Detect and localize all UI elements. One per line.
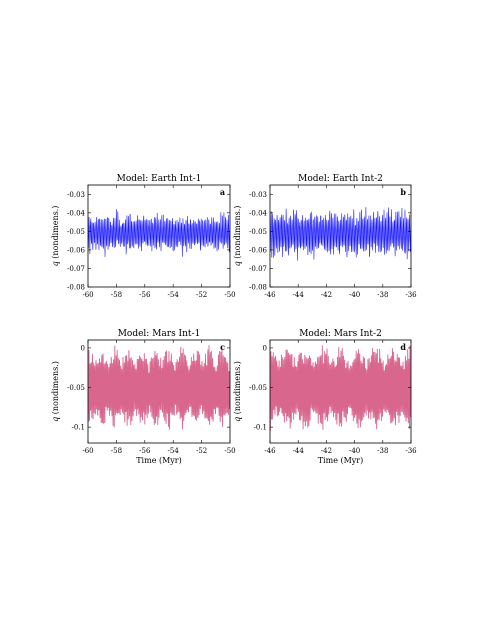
panel-a: -60 -58 -56 -54 -52 -50 -0.08 -0.07 -0.06 -0.05 -0… <box>51 174 236 299</box>
xtick-label: -56 <box>139 291 151 299</box>
xtick-label: -52 <box>196 291 207 299</box>
xtick-label: -40 <box>349 291 360 299</box>
xtick-label: -40 <box>349 447 360 455</box>
ytick-label: -0.07 <box>67 265 85 273</box>
y-axis-symbol: q <box>233 259 242 267</box>
series-line-a <box>88 209 230 258</box>
xtick-label: -58 <box>111 447 122 455</box>
plot-frame-d <box>269 339 412 444</box>
ytick-label: -0.08 <box>67 284 85 292</box>
y-axis-unit: (nondimens.) <box>233 206 242 259</box>
ytick-label: -0.07 <box>249 265 267 273</box>
y-axis-label: q (nondimens.) <box>233 361 242 422</box>
ytick-label: -0.04 <box>249 209 267 217</box>
y-axis-label: q (nondimens.) <box>233 206 242 267</box>
xtick-label: -60 <box>82 291 93 299</box>
panel-letter: d <box>400 342 406 352</box>
y-axis-label: q (nondimens.) <box>51 206 60 267</box>
xtick-label: -42 <box>321 291 332 299</box>
xtick-label: -36 <box>405 447 417 455</box>
x-axis-label: Time (Myr) <box>136 456 182 465</box>
xtick-label: -46 <box>264 447 276 455</box>
y-axis-unit: (nondimens.) <box>51 361 60 414</box>
xtick-label: -58 <box>111 291 122 299</box>
y-axis-label: q (nondimens.) <box>51 361 60 422</box>
ytick-label: -0.05 <box>67 384 85 392</box>
panel-b: -46 -44 -42 -40 -38 -36 -0.08 -0.07 -0.06 -0.05 -0… <box>233 174 417 299</box>
series-line-b <box>270 207 411 261</box>
panel-letter: a <box>220 187 225 197</box>
ytick-label: -0.08 <box>249 284 267 292</box>
ytick-label: -0.04 <box>67 209 85 217</box>
x-axis-label: Time (Myr) <box>318 456 364 465</box>
series-line-d <box>270 345 411 432</box>
y-axis-symbol: q <box>233 414 242 422</box>
xtick-label: -54 <box>168 291 180 299</box>
xtick-label: -38 <box>377 291 388 299</box>
ytick-label: -0.05 <box>67 228 85 236</box>
ytick-label: -0.05 <box>249 384 267 392</box>
xtick-label: -44 <box>293 291 305 299</box>
panel-c: -60 -58 -56 -54 -52 -50 -0.1 -0.05 0 Model: Mars … <box>51 329 236 465</box>
panel-letter: b <box>400 187 406 197</box>
chart-title: Model: Mars Int-1 <box>118 329 201 339</box>
ytick-label: 0 <box>81 344 85 352</box>
ytick-label: -0.05 <box>249 228 267 236</box>
ytick-label: 0 <box>263 344 267 352</box>
y-axis-symbol: q <box>51 259 60 267</box>
ytick-label: -0.06 <box>67 246 85 254</box>
xtick-label: -50 <box>224 291 235 299</box>
ytick-label: -0.1 <box>72 424 86 432</box>
xtick-label: -60 <box>82 447 93 455</box>
y-axis-unit: (nondimens.) <box>233 361 242 414</box>
chart-title: Model: Earth Int-1 <box>117 174 202 184</box>
y-axis-unit: (nondimens.) <box>51 206 60 259</box>
xtick-label: -46 <box>264 291 276 299</box>
ytick-label: -0.03 <box>67 191 85 199</box>
panel-d: -46 -44 -42 -40 -38 -36 -0.1 -0.05 0 Model: Mars … <box>233 329 417 465</box>
plot-frame-a <box>87 184 231 288</box>
series-line-c <box>88 345 230 430</box>
xtick-label: -56 <box>139 447 151 455</box>
panel-letter: c <box>220 342 225 352</box>
plot-frame-c <box>87 339 231 444</box>
xtick-label: -50 <box>224 447 235 455</box>
xtick-label: -44 <box>293 447 305 455</box>
plot-frame-b <box>269 184 412 288</box>
ytick-label: -0.1 <box>254 424 268 432</box>
xtick-label: -38 <box>377 447 388 455</box>
chart-title: Model: Earth Int-2 <box>298 174 383 184</box>
chart-title: Model: Mars Int-2 <box>299 329 382 339</box>
xtick-label: -42 <box>321 447 332 455</box>
ytick-label: -0.06 <box>249 246 267 254</box>
xtick-label: -36 <box>405 291 417 299</box>
xtick-label: -54 <box>168 447 180 455</box>
xtick-label: -52 <box>196 447 207 455</box>
y-axis-symbol: q <box>51 414 60 422</box>
ytick-label: -0.03 <box>249 191 267 199</box>
